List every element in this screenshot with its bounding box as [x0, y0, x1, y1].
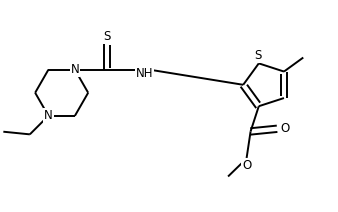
- Text: N: N: [71, 63, 79, 76]
- Text: O: O: [280, 122, 289, 135]
- Text: NH: NH: [136, 67, 153, 80]
- Text: N: N: [44, 109, 53, 122]
- Text: S: S: [103, 30, 111, 43]
- Text: S: S: [254, 49, 261, 63]
- Text: O: O: [242, 159, 251, 172]
